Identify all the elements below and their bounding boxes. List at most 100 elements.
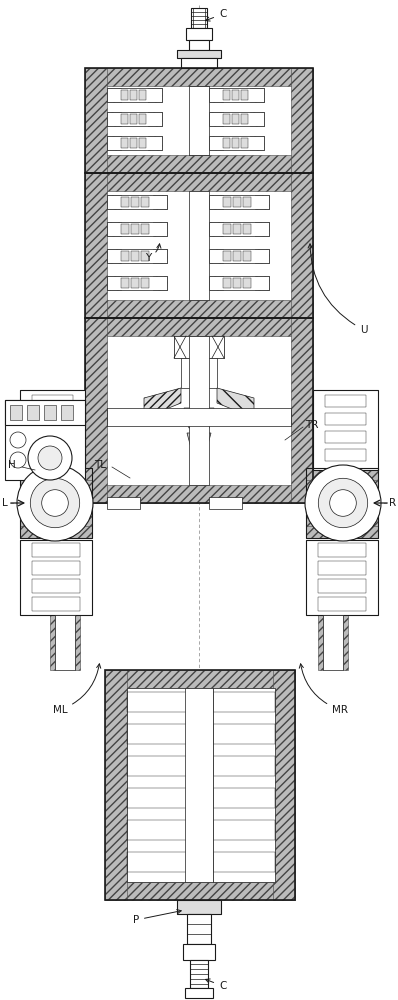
Bar [32, 449, 73, 461]
Bar [85, 318, 313, 503]
Circle shape [305, 465, 381, 541]
Bar [139, 90, 146, 100]
Bar [32, 413, 73, 425]
Bar [183, 944, 215, 960]
Bar [105, 882, 295, 900]
Bar [139, 114, 146, 124]
Bar [189, 336, 209, 485]
Bar [213, 688, 275, 882]
Bar [213, 724, 275, 744]
Bar [209, 222, 223, 236]
Bar [148, 112, 162, 126]
Bar [325, 395, 366, 407]
Circle shape [28, 436, 72, 480]
Bar [213, 724, 275, 744]
Bar [291, 173, 313, 318]
Bar [121, 278, 129, 288]
Bar [223, 251, 231, 261]
Text: U: U [308, 244, 367, 335]
Bar [177, 900, 187, 914]
Bar [318, 561, 366, 575]
Bar [85, 318, 313, 336]
Circle shape [318, 478, 368, 528]
Bar [32, 395, 73, 407]
Bar [181, 58, 189, 68]
Bar [209, 249, 269, 263]
Bar [323, 615, 343, 670]
Bar [10, 405, 22, 420]
Bar [306, 468, 318, 538]
Bar [32, 395, 73, 407]
Polygon shape [184, 408, 214, 428]
Bar [107, 195, 167, 209]
Bar [213, 852, 275, 872]
Bar [20, 540, 32, 615]
Bar [209, 276, 269, 290]
Bar [213, 788, 275, 808]
Bar [107, 88, 162, 102]
Bar [209, 195, 223, 209]
Bar [127, 820, 189, 840]
Bar [212, 336, 224, 358]
Bar [127, 692, 189, 712]
Bar [233, 224, 241, 234]
Bar [121, 114, 128, 124]
Bar [153, 276, 167, 290]
Bar [85, 173, 313, 318]
Bar [233, 278, 241, 288]
Bar [127, 820, 189, 840]
Bar [32, 561, 80, 575]
Bar [223, 90, 230, 100]
Text: P: P [133, 910, 181, 925]
Circle shape [30, 478, 80, 528]
Bar [107, 112, 162, 126]
Bar [189, 191, 209, 300]
Bar [32, 431, 73, 443]
Circle shape [42, 490, 68, 516]
Bar [306, 468, 378, 538]
Bar [189, 40, 209, 50]
Bar [107, 408, 291, 426]
Bar [181, 58, 217, 68]
Bar [250, 88, 264, 102]
Bar [213, 50, 221, 58]
Bar [223, 278, 231, 288]
Bar [187, 914, 211, 944]
Text: L: L [2, 498, 8, 508]
Bar [131, 224, 139, 234]
Text: TR: TR [305, 420, 318, 430]
Bar [306, 468, 378, 480]
Bar [174, 336, 224, 358]
Bar [131, 197, 139, 207]
Bar [223, 114, 230, 124]
Bar [209, 222, 269, 236]
Bar [325, 413, 366, 425]
Bar [85, 155, 313, 173]
Polygon shape [187, 433, 211, 448]
Bar [190, 960, 208, 988]
Bar [5, 400, 85, 425]
Bar [127, 788, 189, 808]
Bar [213, 852, 275, 872]
Bar [20, 468, 92, 538]
Bar [121, 224, 129, 234]
Bar [325, 449, 366, 461]
Bar [107, 276, 121, 290]
Bar [291, 68, 313, 173]
Bar [213, 692, 275, 712]
Bar [107, 88, 121, 102]
Bar [209, 88, 264, 102]
Bar [181, 358, 217, 388]
Polygon shape [217, 388, 254, 418]
Text: C: C [206, 979, 226, 991]
Bar [127, 688, 189, 882]
Bar [209, 195, 269, 209]
Bar [85, 173, 107, 318]
Bar [232, 138, 239, 148]
Bar [127, 692, 189, 712]
Bar [255, 195, 269, 209]
Bar [107, 136, 121, 150]
Bar [32, 431, 73, 443]
Bar [85, 68, 313, 173]
Bar [32, 579, 80, 593]
